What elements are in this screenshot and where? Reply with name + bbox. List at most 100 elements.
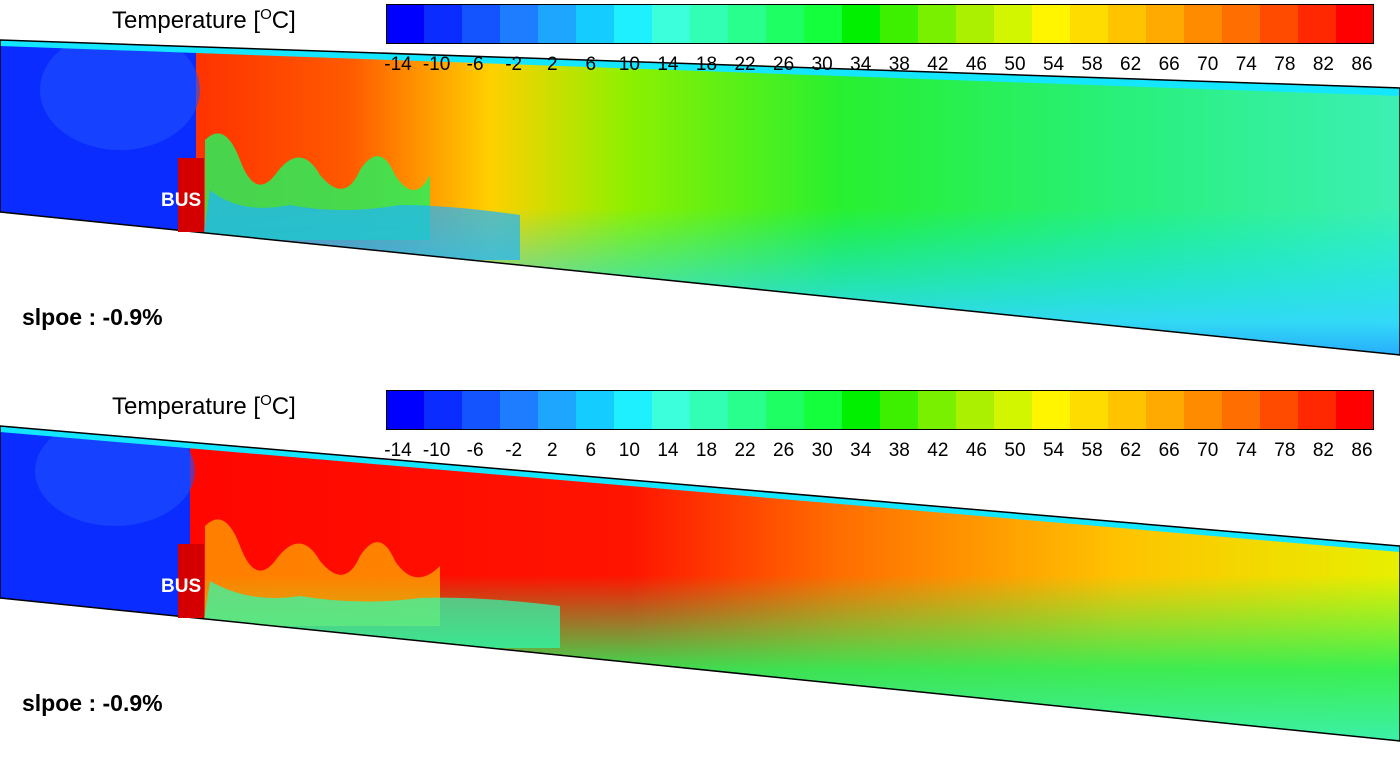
colorbar-tick-label: 78 [1274,54,1296,75]
colorbar-swatch [614,390,653,430]
colorbar-swatch [500,390,539,430]
colorbar-swatch [918,390,957,430]
slope-label: slpoe : -0.9% [22,690,163,716]
colorbar-swatch [1032,390,1071,430]
bus-label: BUS [161,190,202,211]
colorbar-tick-label: 54 [1042,440,1065,461]
colorbar [386,390,1374,430]
bus-label: BUS [161,576,202,597]
colorbar-tick-label: 78 [1274,440,1296,461]
colorbar-tick-label: 42 [927,54,949,75]
colorbar-swatch [500,4,539,44]
colorbar-tick-label: 22 [734,440,756,461]
colorbar-swatch [1222,390,1261,430]
colorbar-swatch [956,390,995,430]
colorbar-tick-label: -6 [466,54,484,75]
colorbar-swatch [804,4,843,44]
colorbar-tick-label: -2 [505,440,523,461]
colorbar-swatch [1108,390,1147,430]
colorbar-swatch [1070,390,1109,430]
colorbar-swatch [880,390,919,430]
colorbar-tick-label: 10 [618,54,640,75]
colorbar-tick-label: 74 [1235,54,1257,75]
colorbar-swatch [690,4,729,44]
colorbar-swatch [994,4,1033,44]
colorbar-tick-label: 14 [657,54,679,75]
colorbar-tick-label: 38 [888,54,910,75]
colorbar-tick-label: 42 [927,440,949,461]
colorbar-tick-label: 26 [773,54,795,75]
colorbar-tick-label: -10 [422,54,451,75]
colorbar-swatch [1108,4,1147,44]
colorbar-tick-label: -10 [422,440,451,461]
colorbar-swatch [1260,390,1299,430]
colorbar-tick-label: 6 [585,440,597,461]
colorbar-swatch [538,390,577,430]
colorbar-ticks: -14 -10 -6 -2 2 6 10 14 18 22 26 30 34 38 42 46 50 54 58 62… [384,54,1374,78]
colorbar-swatch [424,390,463,430]
colorbar-tick-label: -2 [505,54,523,75]
colorbar-tick-label: 86 [1351,54,1373,75]
colorbar-swatch [1070,4,1109,44]
colorbar-tick-label: 82 [1312,440,1335,461]
colorbar-tick-label: 62 [1120,54,1142,75]
colorbar-swatch [918,4,957,44]
colorbar-swatch [386,390,425,430]
colorbar-swatch [1032,4,1071,44]
colorbar-tick-label: 6 [585,54,597,75]
temperature-contour-panel-1: Temperature [OC] -14 -10 -6 -2 2 6 10 14 18 22 26 3… [0,0,1400,378]
colorbar-tick-label: 62 [1120,440,1142,461]
colorbar-tick-label: 38 [888,440,910,461]
colorbar-swatch [1146,390,1185,430]
colorbar-swatch [728,390,767,430]
colorbar-tick-label: -6 [466,440,484,461]
colorbar-tick-label: 82 [1312,54,1335,75]
colorbar-tick-label: 46 [965,440,987,461]
colorbar-swatch [1260,4,1299,44]
colorbar-swatch [842,4,881,44]
colorbar-swatch [424,4,463,44]
colorbar-tick-label: 14 [657,440,679,461]
colorbar-tick-label: 22 [734,54,756,75]
colorbar-swatch [462,390,501,430]
colorbar-swatch [766,390,805,430]
colorbar-tick-label: 26 [773,440,795,461]
bus-block [178,544,204,618]
colorbar-tick-label: 46 [965,54,987,75]
colorbar-swatch [386,4,425,44]
colorbar-swatch [538,4,577,44]
colorbar-swatch [1298,4,1337,44]
colorbar-swatch [728,4,767,44]
colorbar-swatch [1222,4,1261,44]
colorbar-tick-label: 50 [1004,440,1026,461]
colorbar-tick-label: 2 [546,440,558,461]
colorbar-tick-label: 34 [850,440,872,461]
colorbar-swatch [614,4,653,44]
colorbar-tick-label: 66 [1158,440,1180,461]
colorbar-swatch [842,390,881,430]
colorbar-swatch [690,390,729,430]
colorbar-swatch [1336,390,1374,430]
colorbar-tick-label: 34 [850,54,872,75]
colorbar-swatch [652,390,691,430]
colorbar-border [386,390,1374,430]
colorbar-swatch [576,390,615,430]
colorbar-tick-label: -14 [384,54,412,75]
colorbar-tick-label: 2 [546,54,558,75]
slope-label: slpoe : -0.9% [22,304,163,330]
colorbar-tick-label: 30 [811,440,833,461]
colorbar-title: Temperature [OC] [112,6,296,34]
bus-block [178,158,204,232]
colorbar-swatch [576,4,615,44]
colorbar-tick-label: 50 [1004,54,1026,75]
colorbar-swatch [994,390,1033,430]
colorbar-tick-label: 18 [695,54,718,75]
colorbar-tick-label: 70 [1197,440,1219,461]
colorbar-swatch [1184,390,1223,430]
colorbar-swatch [880,4,919,44]
colorbar-title: Temperature [OC] [112,392,296,420]
colorbar [386,4,1374,44]
colorbar-swatch [1184,4,1223,44]
colorbar-tick-label: 58 [1081,440,1103,461]
colorbar-ticks: -14 -10 -6 -2 2 6 10 14 18 22 26 30 34 38 42 46 50 54 58 62… [384,440,1374,464]
